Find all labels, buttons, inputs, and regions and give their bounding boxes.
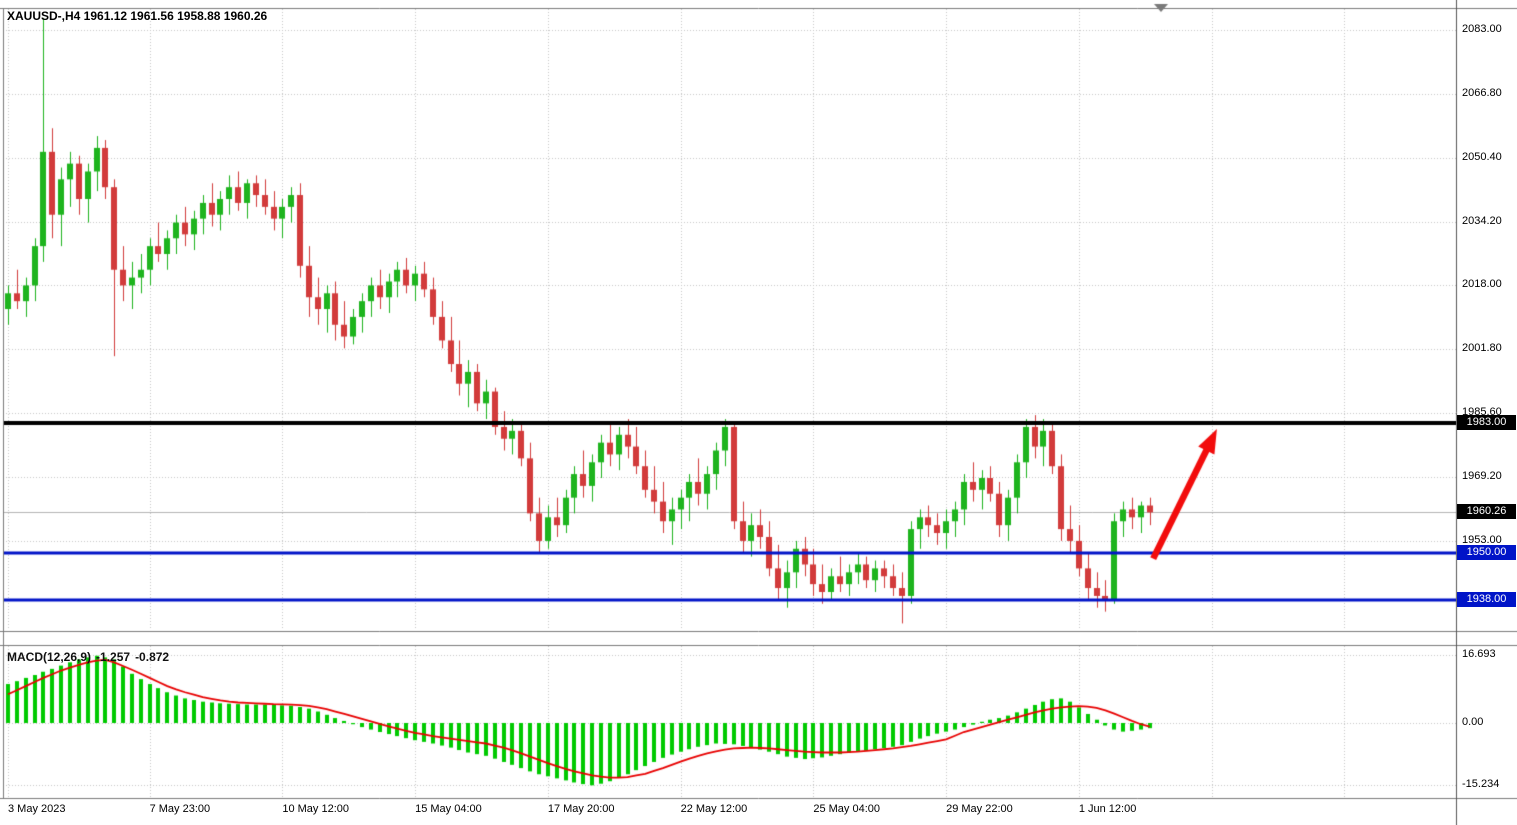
price-chart-canvas[interactable] [0,0,1517,825]
chart-window: XAUUSD-,H4 1961.12 1961.56 1958.88 1960.… [0,0,1517,825]
